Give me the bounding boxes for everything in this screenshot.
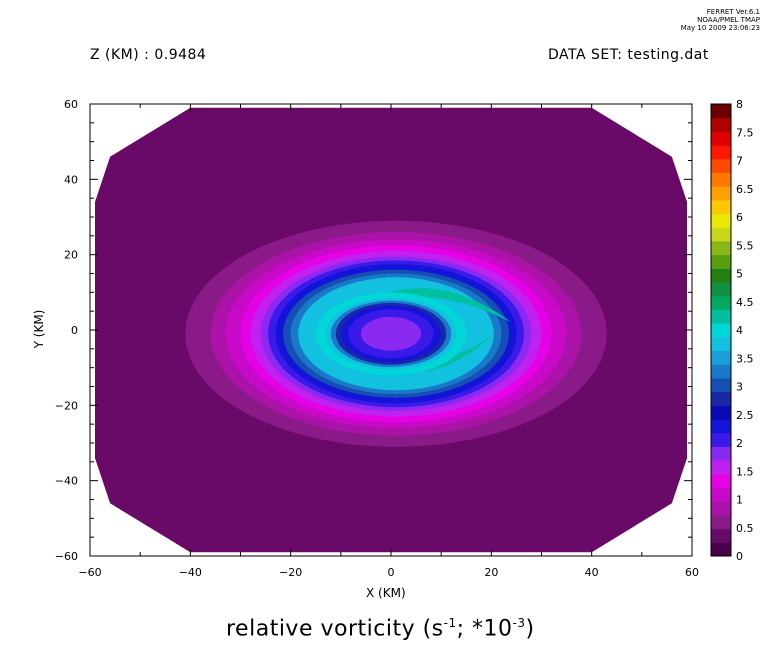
x-axis-label: X (KM)	[366, 586, 406, 600]
colorbar-swatch	[711, 117, 731, 132]
caption-text-3: )	[525, 616, 535, 642]
colorbar-swatch	[711, 473, 731, 489]
y-tick-label: 20	[64, 249, 78, 262]
colorbar-swatch	[711, 377, 731, 393]
colorbar-label: 1.5	[736, 465, 754, 478]
colorbar-label: 7.5	[736, 126, 754, 139]
colorbar-label: 3	[736, 381, 743, 394]
x-tick-label: −40	[179, 566, 202, 579]
colorbar-swatch	[711, 104, 731, 119]
colorbar-swatch	[711, 295, 731, 310]
colorbar-swatch	[711, 309, 731, 324]
colorbar-swatch	[711, 528, 731, 543]
dataset-label: DATA SET: testing.dat	[548, 47, 709, 63]
x-tick-label: −60	[78, 566, 101, 579]
y-axis-label: Y (KM)	[32, 309, 46, 349]
colorbar-swatch	[711, 131, 731, 146]
colorbar-swatch	[711, 282, 731, 297]
colorbar-swatch	[711, 350, 731, 365]
colorbar-swatch	[711, 158, 731, 173]
colorbar-swatch	[711, 405, 731, 420]
colorbar-label: 5	[736, 268, 743, 281]
caption-sup-2: -3	[512, 616, 526, 630]
x-tick-label: 0	[388, 566, 395, 579]
z-level-label: Z (KM) : 0.9484	[90, 47, 207, 63]
colorbar-swatch	[711, 227, 731, 242]
colorbar-swatch	[711, 542, 731, 557]
ferret-stamp: FERRET Ver.6.1 NOAA/PMEL TMAP May 10 200…	[681, 8, 760, 32]
colorbar-swatch	[711, 240, 731, 256]
colorbar-swatch	[711, 268, 731, 283]
caption-text-1: relative vorticity (s	[226, 616, 444, 642]
colorbar-label: 4	[736, 324, 743, 337]
colorbar-label: 4.5	[736, 296, 754, 309]
colorbar-label: 0	[736, 550, 743, 563]
colorbar-swatch	[711, 199, 731, 215]
colorbar-label: 7	[736, 155, 743, 168]
y-tick-label: −20	[55, 399, 78, 412]
stamp-line-1: FERRET Ver.6.1	[706, 8, 760, 16]
colorbar-swatch	[711, 501, 731, 516]
colorbar-swatch	[711, 364, 731, 379]
colorbar-label: 5.5	[736, 239, 754, 252]
colorbar-swatch	[711, 514, 731, 530]
colorbar-swatch	[711, 460, 731, 475]
colorbar-swatch	[711, 391, 731, 406]
chart-caption: relative vorticity (s-1; *10-3)	[226, 616, 535, 641]
colorbar-swatch	[711, 336, 731, 352]
caption-text-2: ; *10	[456, 616, 513, 642]
x-tick-label: 60	[685, 566, 699, 579]
y-tick-label: 0	[71, 324, 78, 337]
colorbar-swatch	[711, 172, 731, 187]
colorbar-swatch	[711, 186, 731, 201]
colorbar-label: 8	[736, 98, 743, 111]
colorbar-label: 3.5	[736, 352, 754, 365]
colorbar-swatch	[711, 432, 731, 447]
colorbar-swatch	[711, 446, 731, 461]
y-tick-label: 40	[64, 173, 78, 186]
colorbar-swatch	[711, 419, 731, 434]
stamp-line-3: May 10 2009 23:06:23	[680, 24, 760, 32]
colorbar-swatch	[711, 254, 731, 269]
colorbar-label: 6.5	[736, 183, 754, 196]
colorbar-swatch	[711, 487, 731, 502]
y-tick-label: −60	[55, 550, 78, 563]
colorbar-swatch	[711, 323, 731, 338]
x-tick-label: 20	[484, 566, 498, 579]
colorbar-label: 0.5	[736, 522, 754, 535]
colorbar-swatch	[711, 145, 731, 160]
colorbar-label: 2	[736, 437, 743, 450]
caption-sup-1: -1	[443, 616, 457, 630]
colorbar-label: 1	[736, 494, 743, 507]
colorbar-swatch	[711, 213, 731, 228]
stamp-line-2: NOAA/PMEL TMAP	[697, 16, 760, 24]
x-tick-label: 40	[585, 566, 599, 579]
x-tick-label: −20	[279, 566, 302, 579]
colorbar-label: 6	[736, 211, 743, 224]
y-tick-label: 60	[64, 98, 78, 111]
colorbar-frame	[710, 103, 732, 557]
y-tick-label: −40	[55, 475, 78, 488]
colorbar-label: 2.5	[736, 409, 754, 422]
contour-band-20	[360, 316, 422, 351]
